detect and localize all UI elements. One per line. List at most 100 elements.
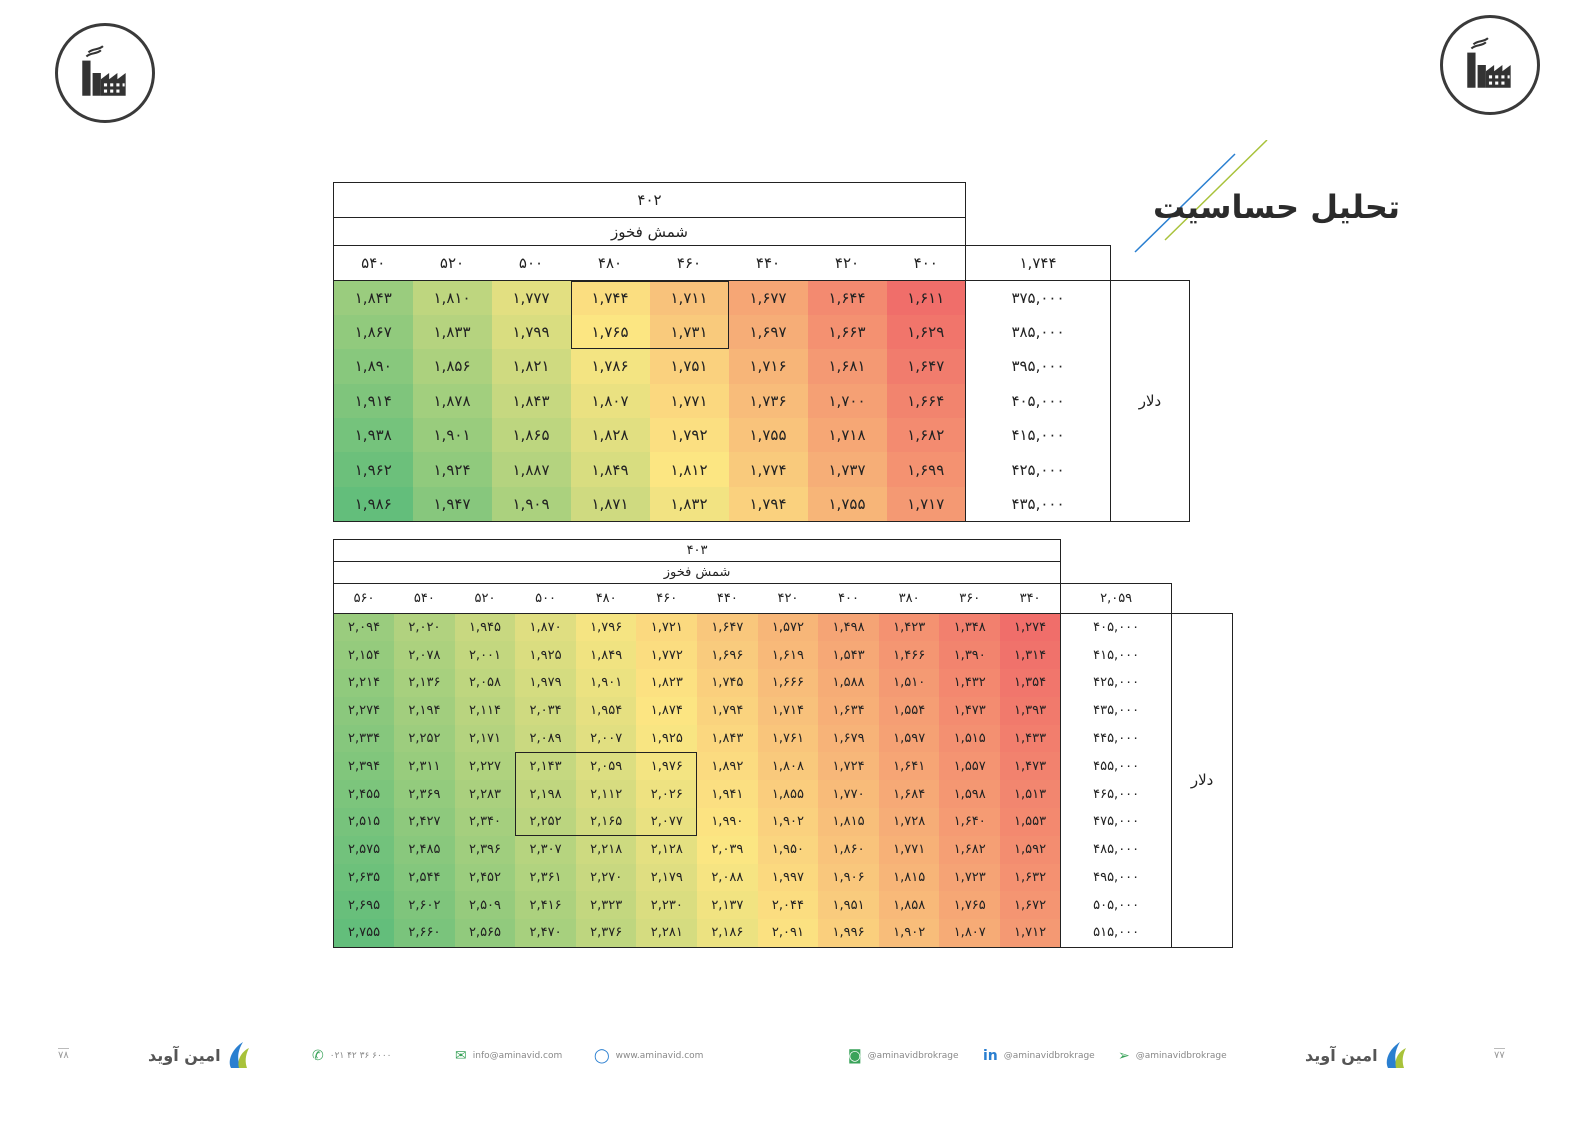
footer-email[interactable]: ✉ info@aminavid.com xyxy=(455,1048,562,1064)
table-cell: ۱,۹۷۶ xyxy=(636,752,698,781)
linkedin-icon: in xyxy=(983,1048,998,1064)
table1-top-value: ۴۰۲ xyxy=(333,182,966,218)
table-cell: ۱,۵۱۵ xyxy=(939,724,1001,753)
table-cell: ۲,۳۰۷ xyxy=(515,835,576,864)
table-cell: ۱,۷۲۸ xyxy=(878,808,940,836)
row-label: ۴۳۵,۰۰۰ xyxy=(965,486,1111,522)
table-row: ۲,۶۹۵ ۲,۶۰۲ ۲,۵۰۹ ۲,۴۱۶ ۲,۳۲۳ ۲,۲۳۰ ۲,۱۳۷ ۲,۰۴۴… xyxy=(333,891,1233,920)
row-label: ۳۷۵,۰۰۰ xyxy=(965,279,1111,315)
table-cell: ۲,۵۷۵ xyxy=(333,835,395,864)
footer-linkedin[interactable]: in @aminavidbrokrage xyxy=(983,1048,1095,1064)
corner-value: ۲,۰۵۹ xyxy=(1060,583,1173,614)
phone-icon: ✆ xyxy=(312,1048,324,1064)
table-cell: ۱,۸۱۰ xyxy=(412,280,492,315)
table-cell: ۱,۶۷۷ xyxy=(728,280,808,315)
telegram-icon: ➢ xyxy=(1118,1048,1130,1064)
table-cell: ۱,۹۴۵ xyxy=(454,613,516,642)
table-cell: ۲,۵۶۵ xyxy=(454,919,516,948)
table-cell: ۱,۷۶۵ xyxy=(939,891,1001,920)
table-cell: ۱,۷۱۲ xyxy=(1000,919,1061,948)
table-cell: ۱,۴۹۸ xyxy=(818,613,879,642)
table-cell: ۱,۸۲۱ xyxy=(491,349,571,384)
table-cell: ۱,۷۰۰ xyxy=(807,383,887,419)
table-cell: ۱,۹۹۰ xyxy=(697,808,758,836)
sensitivity-table-2: ۴۰۳ شمش فخوز ۵۶۰ ۵۴۰ ۵۲۰ ۵۰۰ ۴۸۰ ۴۶۰ ۴۴۰ ۴۲۰ ۴۰۰… xyxy=(332,539,1234,948)
table-row: ۲,۲۱۴ ۲,۱۳۶ ۲,۰۵۸ ۱,۹۷۹ ۱,۹۰۱ ۱,۸۲۳ ۱,۷۴۵ ۱,۶۶۶… xyxy=(333,669,1233,697)
table-cell: ۲,۴۵۲ xyxy=(454,863,516,892)
table-cell: ۱,۹۰۱ xyxy=(412,418,492,453)
column-header: ۵۴۰ xyxy=(333,245,413,281)
table-cell: ۱,۸۶۰ xyxy=(818,835,879,864)
table-cell: ۲,۳۱۱ xyxy=(394,752,455,781)
table-cell: ۲,۲۱۸ xyxy=(575,835,637,864)
row-title: دلار xyxy=(1110,280,1190,522)
table-cell: ۲,۶۹۵ xyxy=(333,891,395,920)
table-cell: ۲,۳۶۱ xyxy=(515,863,576,892)
table-cell: ۲,۲۱۴ xyxy=(333,669,395,697)
row-label: ۴۶۵,۰۰۰ xyxy=(1060,780,1173,809)
table-cell: ۱,۵۹۷ xyxy=(878,724,940,753)
table-cell: ۱,۸۳۲ xyxy=(649,486,729,522)
footer-instagram[interactable]: ◙ @aminavidbrokrage xyxy=(848,1048,959,1064)
footer-telegram[interactable]: ➢ @aminavidbrokrage xyxy=(1118,1048,1227,1064)
table-row: ۲,۵۷۵ ۲,۴۸۵ ۲,۳۹۶ ۲,۳۰۷ ۲,۲۱۸ ۲,۱۲۸ ۲,۰۳۹ ۱,۹۵۰… xyxy=(333,835,1233,864)
table-cell: ۱,۳۹۳ xyxy=(1000,696,1061,725)
table-cell: ۲,۲۲۷ xyxy=(454,752,516,781)
table2-top-value: ۴۰۳ xyxy=(332,539,1062,562)
table-cell: ۱,۳۴۸ xyxy=(939,613,1001,642)
factory-logo-left xyxy=(55,23,155,123)
table-cell: ۱,۷۵۵ xyxy=(728,418,808,453)
column-header: ۴۴۰ xyxy=(728,245,808,281)
table-cell: ۱,۸۹۰ xyxy=(333,349,413,384)
column-header: ۴۲۰ xyxy=(807,245,887,281)
table-cell: ۱,۴۷۳ xyxy=(939,696,1001,725)
row-label: ۴۰۵,۰۰۰ xyxy=(1060,613,1173,642)
table-cell: ۱,۸۵۶ xyxy=(412,349,492,384)
column-header: ۴۰۰ xyxy=(886,245,966,281)
table-cell: ۱,۹۱۴ xyxy=(333,383,413,419)
row-label: ۳۸۵,۰۰۰ xyxy=(965,314,1111,350)
table-row: ۱,۸۶۷ ۱,۸۳۳ ۱,۷۹۹ ۱,۷۶۵ ۱,۷۳۱ ۱,۶۹۷ ۱,۶۶۳ ۱,۶۲۹… xyxy=(333,314,1190,350)
footer-phone[interactable]: ✆ ۰۲۱ ۴۲ ۳۶ ۶۰۰۰ xyxy=(312,1048,392,1064)
table-cell: ۲,۱۶۵ xyxy=(575,808,637,836)
table-cell: ۱,۵۵۷ xyxy=(939,752,1001,781)
table-cell: ۱,۹۰۱ xyxy=(575,669,637,697)
brand-name: امین آوید xyxy=(1305,1045,1378,1065)
table-cell: ۱,۵۴۳ xyxy=(818,641,879,670)
table-cell: ۲,۱۹۸ xyxy=(515,780,576,809)
table2-column-title: شمش فخوز xyxy=(332,561,1062,584)
table-cell: ۱,۸۵۵ xyxy=(757,780,819,809)
table-cell: ۱,۴۳۲ xyxy=(939,669,1001,697)
table-cell: ۱,۸۲۳ xyxy=(636,669,698,697)
table-cell: ۲,۲۵۲ xyxy=(394,724,455,753)
table-cell: ۱,۷۹۹ xyxy=(491,314,571,350)
table-cell: ۱,۸۷۰ xyxy=(515,613,576,642)
table1-column-title: شمش فخوز xyxy=(333,217,966,246)
website-text: www.aminavid.com xyxy=(615,1051,704,1061)
table-cell: ۲,۱۳۶ xyxy=(394,669,455,697)
table-cell: ۱,۸۱۵ xyxy=(878,863,940,892)
table-cell: ۱,۷۷۰ xyxy=(818,780,879,809)
table-row: ۲,۰۹۴ ۲,۰۲۰ ۱,۹۴۵ ۱,۸۷۰ ۱,۷۹۶ ۱,۷۲۱ ۱,۶۴۷ ۱,۵۷۲… xyxy=(333,613,1234,948)
table-cell: ۱,۹۴۷ xyxy=(412,486,492,522)
table-cell: ۲,۳۷۶ xyxy=(575,919,637,948)
table-cell: ۲,۴۸۵ xyxy=(394,835,455,864)
table-cell: ۱,۲۷۴ xyxy=(1000,613,1061,642)
table-cell: ۱,۸۳۳ xyxy=(412,314,492,350)
title-area: تحلیل حساسیت xyxy=(1130,140,1410,260)
table-cell: ۲,۴۲۷ xyxy=(394,808,455,836)
table-cell: ۱,۹۳۸ xyxy=(333,418,413,453)
table-cell: ۱,۶۷۹ xyxy=(818,724,879,753)
table-cell: ۱,۶۷۲ xyxy=(1000,891,1061,920)
footer-website[interactable]: ◯ www.aminavid.com xyxy=(594,1048,703,1064)
table-row: ۲,۱۵۴ ۲,۰۷۸ ۲,۰۰۱ ۱,۹۲۵ ۱,۸۴۹ ۱,۷۷۲ ۱,۶۹۶ ۱,۶۱۹… xyxy=(333,641,1233,670)
table-cell: ۱,۷۱۸ xyxy=(807,418,887,453)
table-cell: ۲,۶۳۵ xyxy=(333,863,395,892)
row-label: ۵۱۵,۰۰۰ xyxy=(1060,919,1173,948)
table-cell: ۱,۷۳۱ xyxy=(649,314,729,350)
table-cell: ۱,۵۹۸ xyxy=(939,780,1001,809)
table-cell: ۱,۷۲۳ xyxy=(939,863,1001,892)
table-cell: ۲,۷۵۵ xyxy=(333,919,395,948)
column-header: ۵۶۰ xyxy=(333,583,395,614)
table-cell: ۱,۴۷۳ xyxy=(1000,752,1061,781)
